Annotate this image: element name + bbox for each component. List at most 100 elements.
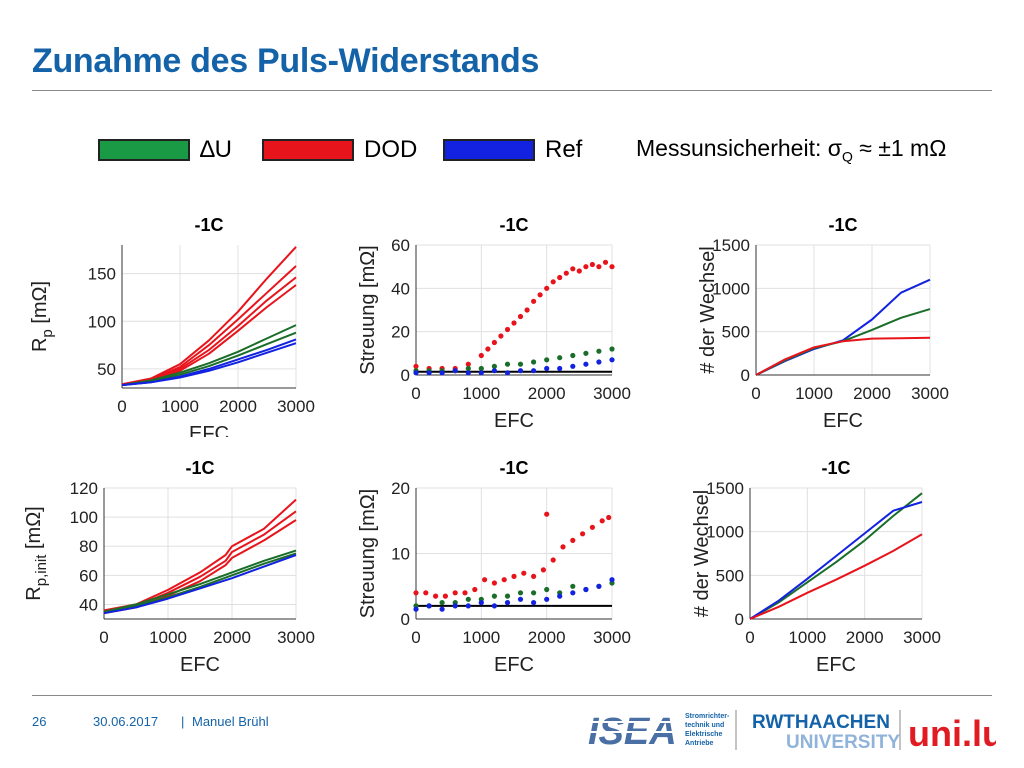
scatter-point bbox=[589, 261, 595, 268]
x-axis-label: EFC bbox=[494, 410, 534, 432]
y-axis-label: # der Wechsel bbox=[697, 246, 719, 373]
rwth-logo: RWTHAACHEN UNIVERSITY bbox=[752, 708, 902, 757]
series-line bbox=[749, 501, 923, 620]
isea-sub-line: Antriebe bbox=[685, 740, 714, 747]
y-tick-label: 0 bbox=[735, 610, 744, 629]
scatter-point bbox=[550, 557, 556, 563]
scatter-point bbox=[576, 268, 582, 274]
y-tick-label: 0 bbox=[741, 366, 750, 385]
scatter-point bbox=[570, 363, 576, 369]
scatter-point bbox=[517, 361, 524, 367]
scatter-point bbox=[442, 593, 448, 599]
scatter-point bbox=[596, 583, 602, 589]
scatter-point bbox=[517, 596, 524, 602]
unilu-logo: uni.lu bbox=[906, 708, 1004, 757]
legend-item-delta-u: ∆U bbox=[98, 136, 232, 164]
scatter-point bbox=[544, 357, 550, 363]
scatter-point bbox=[609, 346, 615, 352]
x-tick-label: 2000 bbox=[528, 628, 566, 647]
scatter-point bbox=[531, 359, 537, 365]
scatter-point bbox=[583, 361, 589, 367]
scatter-point bbox=[544, 285, 550, 291]
scatter-point bbox=[557, 365, 563, 372]
scatter-point bbox=[452, 368, 458, 374]
grid bbox=[749, 487, 923, 620]
scatter-point bbox=[589, 524, 595, 530]
series-line bbox=[103, 549, 297, 613]
series-line bbox=[121, 342, 297, 387]
scatter-point bbox=[504, 361, 511, 367]
scatter-point bbox=[583, 350, 589, 356]
chart-title: -1C bbox=[828, 215, 857, 235]
y-tick-label: 0 bbox=[401, 610, 410, 629]
scatter-point bbox=[599, 518, 605, 524]
scatter-point bbox=[413, 370, 419, 376]
scatter-point bbox=[544, 586, 550, 593]
series-line bbox=[103, 554, 297, 615]
scatter-point bbox=[517, 590, 524, 596]
scatter-point bbox=[465, 365, 471, 372]
x-axis-label: EFC bbox=[494, 654, 534, 676]
x-tick-label: 1000 bbox=[462, 628, 500, 647]
x-axis-label: EFC bbox=[823, 410, 863, 432]
x-tick-label: 1000 bbox=[161, 397, 199, 416]
y-tick-label: 1500 bbox=[712, 236, 750, 255]
x-tick-label: 1000 bbox=[795, 384, 833, 403]
y-tick-label: 50 bbox=[97, 360, 116, 379]
y-tick-label: 1000 bbox=[712, 279, 750, 298]
x-tick-label: 2000 bbox=[853, 384, 891, 403]
scatter-point bbox=[570, 537, 576, 543]
page-number: 26 bbox=[32, 714, 47, 729]
chart-title: -1C bbox=[194, 215, 223, 235]
scatter-point bbox=[491, 368, 497, 374]
rwth-logo-graphic: RWTHAACHEN UNIVERSITY bbox=[752, 710, 901, 753]
footer-divider bbox=[32, 695, 992, 696]
x-tick-label: 3000 bbox=[277, 628, 315, 647]
x-tick-label: 2000 bbox=[219, 397, 257, 416]
scatter-point bbox=[413, 363, 419, 369]
x-tick-label: 1000 bbox=[788, 628, 826, 647]
scatter-point bbox=[478, 600, 484, 606]
scatter-point bbox=[465, 596, 471, 602]
y-axis-label: # der Wechsel bbox=[691, 490, 713, 617]
scatter-point bbox=[413, 590, 419, 596]
legend-item-dod: DOD bbox=[262, 136, 417, 164]
series-line bbox=[755, 336, 931, 376]
scatter-point bbox=[413, 606, 419, 612]
uncertainty-suffix: ≈ ±1 mΩ bbox=[852, 135, 947, 161]
y-tick-label: 500 bbox=[722, 323, 750, 342]
chart-wechsel-bottom: 0 1000 2000 3000 0 500 1000 1500 -1C EFC # der Wec… bbox=[691, 458, 941, 676]
y-tick-label: 100 bbox=[70, 508, 98, 527]
isea-sub-line: Elektrische bbox=[685, 731, 722, 738]
x-tick-label: 3000 bbox=[903, 628, 941, 647]
x-tick-label: 1000 bbox=[149, 628, 187, 647]
measurement-uncertainty: Messunsicherheit: σQ ≈ ±1 mΩ bbox=[636, 135, 946, 165]
x-tick-label: 0 bbox=[751, 384, 760, 403]
series-line bbox=[103, 498, 297, 612]
scatter-point bbox=[439, 600, 445, 606]
legend-label-delta-u: ∆U bbox=[200, 136, 233, 163]
chart-streuung-bottom: 0 1000 2000 3000 0 10 20 -1C EFC Streuung [mΩ] bbox=[357, 458, 631, 676]
isea-sub-line: Stromrichter- bbox=[685, 713, 730, 720]
y-axis-label: Streuung [mΩ] bbox=[357, 245, 379, 374]
scatter-point bbox=[531, 573, 537, 579]
scatter-point bbox=[609, 264, 615, 270]
scatter-point bbox=[596, 264, 602, 270]
series-line bbox=[749, 533, 923, 620]
x-tick-label: 3000 bbox=[911, 384, 949, 403]
y-tick-label: 100 bbox=[88, 312, 116, 331]
scatter-point bbox=[423, 590, 429, 596]
scatter-point bbox=[504, 600, 511, 606]
scatter-point bbox=[482, 577, 488, 583]
grid bbox=[415, 487, 613, 620]
y-tick-label: 10 bbox=[391, 545, 410, 564]
scatter-point bbox=[491, 580, 497, 586]
isea-sub-line: technik und bbox=[685, 722, 724, 729]
series-line bbox=[103, 519, 297, 615]
y-tick-label: 120 bbox=[70, 479, 98, 498]
x-tick-label: 0 bbox=[411, 384, 420, 403]
scatter-point bbox=[504, 370, 511, 376]
scatter-point bbox=[557, 274, 563, 281]
scatter-point bbox=[517, 313, 524, 320]
scatter-point bbox=[544, 511, 550, 517]
